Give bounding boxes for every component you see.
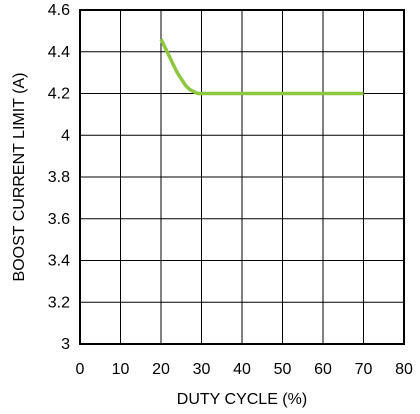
x-tick-label: 10 — [112, 361, 130, 378]
y-tick-label: 3.4 — [48, 253, 70, 270]
y-tick-label: 4.4 — [48, 44, 70, 61]
x-tick-label: 50 — [274, 361, 292, 378]
y-tick-label: 3.6 — [48, 211, 70, 228]
x-tick-label: 0 — [76, 361, 85, 378]
x-tick-labels: 0 10 20 30 40 50 60 70 80 — [76, 361, 413, 378]
series-layer — [159, 38, 364, 96]
x-tick-label: 80 — [395, 361, 413, 378]
y-tick-label: 4.6 — [48, 2, 70, 19]
plot-frame — [79, 9, 405, 345]
x-tick-label: 20 — [152, 361, 170, 378]
x-tick-label: 30 — [193, 361, 211, 378]
x-axis-label: DUTY CYCLE (%) — [177, 391, 307, 408]
y-tick-label: 3.2 — [48, 294, 70, 311]
x-tick-label: 40 — [233, 361, 251, 378]
x-tick-label: 60 — [314, 361, 332, 378]
series-line-0 — [159, 38, 364, 96]
y-tick-label: 3.8 — [48, 169, 70, 186]
grid — [79, 9, 405, 345]
y-axis-label: BOOST CURRENT LIMIT (A) — [11, 73, 28, 282]
x-tick-label: 70 — [355, 361, 373, 378]
y-tick-labels: 3 3.2 3.4 3.6 3.8 4 4.2 4.4 4.6 — [48, 2, 70, 353]
y-tick-label: 3 — [61, 336, 70, 353]
y-tick-label: 4.2 — [48, 86, 70, 103]
y-tick-label: 4 — [61, 127, 70, 144]
